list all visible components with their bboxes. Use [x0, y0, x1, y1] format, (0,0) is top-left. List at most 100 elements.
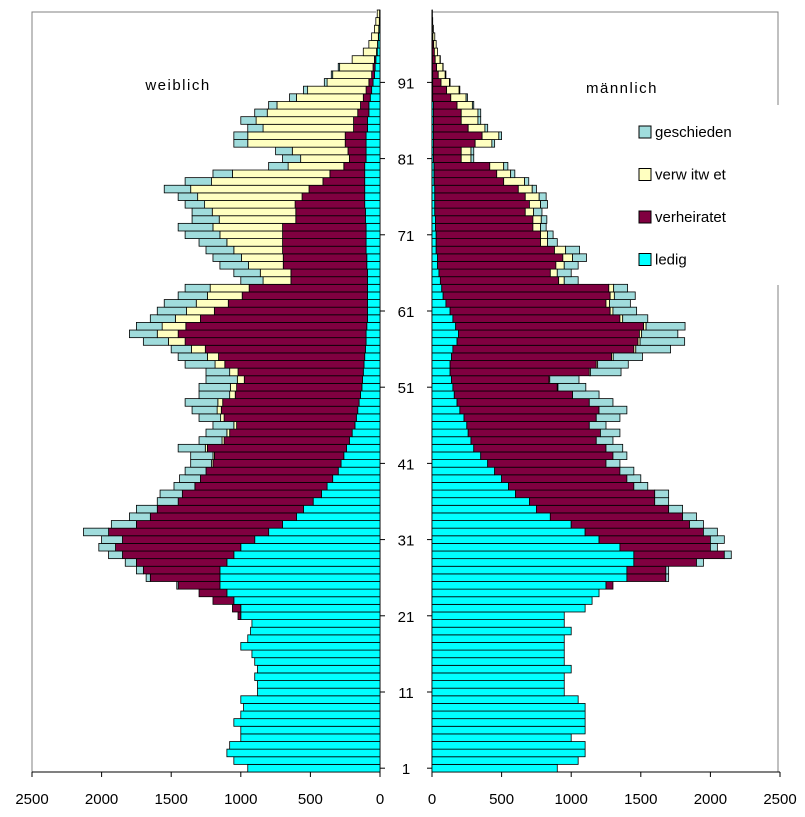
bar-segment: [124, 558, 137, 567]
bar-segment: [431, 657, 565, 666]
bar-segment: [212, 421, 235, 430]
bar-segment: [703, 527, 718, 537]
bar-segment: [626, 573, 667, 582]
bar-segment: [355, 413, 381, 422]
bar-segment: [177, 192, 199, 201]
bar-segment: [431, 436, 472, 445]
bar-segment: [145, 573, 151, 582]
bar-segment: [184, 200, 206, 209]
bar-segment: [432, 85, 448, 95]
x-tick-label: 1000: [224, 791, 257, 808]
bar-segment: [595, 436, 614, 445]
bar-segment: [432, 70, 439, 79]
bar-segment: [247, 634, 381, 643]
bar-segment: [448, 78, 451, 87]
bar-segment: [458, 85, 461, 95]
bar-segment: [431, 664, 572, 674]
bar-segment: [619, 466, 635, 476]
bar-segment: [233, 596, 381, 605]
bar-segment: [431, 222, 436, 232]
bar-segment: [433, 169, 498, 179]
bar-segment: [362, 375, 381, 384]
legend-swatch: [638, 253, 652, 266]
bar-segment: [289, 93, 297, 102]
bar-segment: [173, 482, 196, 491]
bar-segment: [250, 626, 381, 636]
bar-segment: [598, 535, 711, 544]
bar-segment: [538, 192, 547, 201]
bar-segment: [361, 382, 381, 392]
bar-segment: [503, 161, 509, 171]
bar-segment: [572, 253, 587, 262]
bar-segment: [219, 581, 381, 590]
bar-segment: [431, 329, 459, 339]
bar-segment: [446, 85, 460, 95]
bar-segment: [431, 543, 621, 552]
bar-segment: [477, 116, 482, 125]
bar-segment: [364, 352, 381, 361]
bar-segment: [347, 146, 367, 156]
bar-segment: [459, 405, 600, 415]
bar-segment: [431, 230, 437, 239]
bar-segment: [498, 131, 503, 140]
bar-segment: [437, 70, 446, 79]
bar-segment: [374, 70, 381, 79]
bar-segment: [220, 405, 359, 415]
bar-segment: [431, 756, 579, 765]
bar-segment: [177, 352, 208, 361]
bar-segment: [366, 253, 381, 262]
bar-segment: [214, 360, 226, 369]
bar-segment: [431, 535, 600, 544]
bar-segment: [371, 32, 379, 41]
bar-segment: [431, 238, 437, 247]
bar-segment: [431, 398, 458, 407]
bar-segment: [374, 24, 380, 34]
bar-segment: [255, 116, 354, 125]
bar-segment: [367, 314, 381, 323]
bar-segment: [205, 375, 238, 384]
bar-segment: [558, 276, 565, 285]
bar-segment: [247, 123, 264, 133]
y-tick-label: 51: [398, 380, 415, 397]
bar-segment: [291, 146, 349, 156]
bar-segment: [431, 672, 565, 681]
bar-segment: [463, 413, 597, 422]
bar-segment: [367, 299, 381, 308]
bar-segment: [449, 360, 597, 369]
bar-segment: [213, 306, 368, 316]
bar-segment: [251, 619, 381, 628]
bar-segment: [612, 352, 643, 361]
bar-segment: [368, 40, 378, 49]
bar-segment: [470, 146, 475, 156]
bar-segment: [515, 489, 656, 499]
bar-segment: [654, 497, 670, 506]
y-tick-label: 31: [398, 533, 415, 550]
bar-segment: [163, 184, 192, 194]
bar-segment: [431, 611, 565, 620]
bar-segment: [438, 268, 551, 278]
bar-segment: [233, 718, 381, 727]
bar-segment: [233, 245, 283, 255]
bar-segment: [366, 261, 381, 270]
bar-segment: [635, 344, 671, 354]
x-tick-label: 500: [489, 791, 514, 808]
bar-segment: [641, 329, 679, 339]
bar-segment: [237, 367, 364, 377]
bar-segment: [240, 543, 381, 552]
bar-segment: [590, 367, 622, 377]
bar-segment: [200, 474, 334, 483]
bar-segment: [257, 680, 381, 689]
bar-segment: [366, 322, 381, 331]
bar-segment: [282, 230, 367, 239]
bar-segment: [343, 161, 366, 171]
bar-segment: [219, 573, 381, 582]
bar-segment: [326, 78, 370, 87]
bar-segment: [233, 550, 381, 560]
bar-segment: [364, 215, 381, 224]
bar-segment: [240, 642, 381, 651]
bar-segment: [431, 443, 475, 453]
bar-segment: [346, 443, 381, 453]
bar-segment: [517, 184, 533, 194]
bar-segment: [431, 337, 458, 346]
bar-segment: [431, 184, 436, 194]
